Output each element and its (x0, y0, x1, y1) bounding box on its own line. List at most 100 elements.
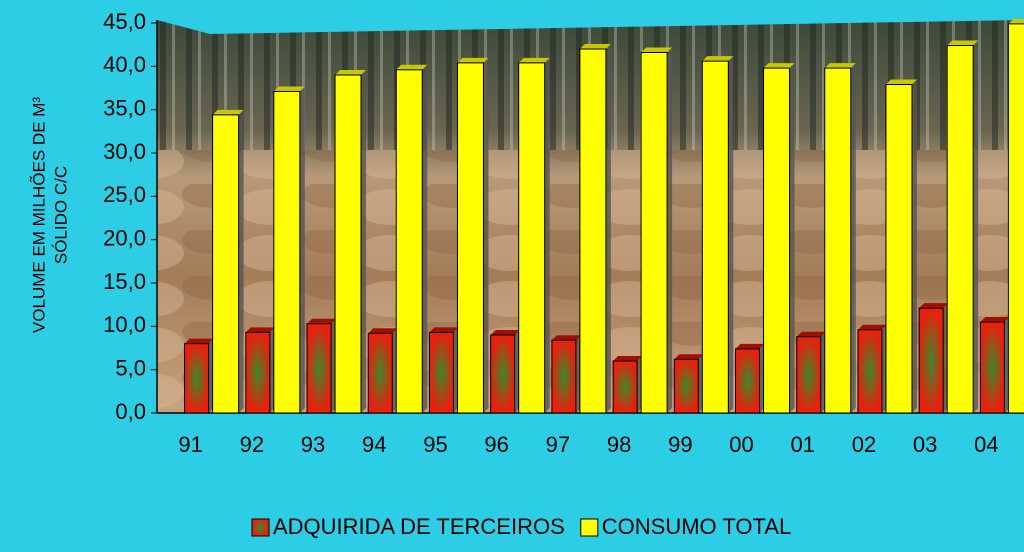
bar-top (947, 40, 979, 46)
y-tick-label: 15,0 (103, 269, 146, 294)
bar-top (368, 328, 398, 334)
y-axis-title: SÓLIDO C/C (51, 166, 70, 264)
bar-top (763, 63, 795, 69)
bar-side (544, 57, 550, 413)
bar (763, 67, 791, 414)
bar-side (728, 56, 734, 414)
bar-top (613, 356, 643, 361)
bar (885, 84, 913, 414)
y-tick-label: 20,0 (103, 225, 146, 250)
bar (428, 331, 454, 414)
bar-top (184, 338, 214, 344)
bar-side (789, 63, 795, 414)
bar (979, 321, 1005, 414)
bar-top (857, 324, 887, 330)
legend: ADQUIRIDA DE TERCEIROS CONSUMO TOTAL (251, 514, 791, 539)
bar-top (490, 330, 520, 335)
bar (1007, 23, 1024, 414)
bar-top (674, 354, 704, 360)
x-tick-label: 92 (240, 432, 264, 457)
x-tick-label: 97 (546, 432, 570, 457)
bar-top (307, 318, 337, 324)
bar-top (551, 335, 581, 341)
bar (273, 90, 301, 414)
bar-side (483, 57, 489, 413)
y-tick-label: 10,0 (103, 312, 146, 337)
bar-top (429, 327, 459, 333)
bar-side (667, 47, 673, 413)
bar-top (919, 303, 949, 309)
x-tick-label: 98 (607, 432, 631, 457)
y-tick-label: 45,0 (103, 9, 146, 34)
legend-swatch (580, 518, 599, 537)
bar-top (702, 56, 734, 62)
bar-top (980, 317, 1010, 322)
x-tick-label: 96 (484, 432, 508, 457)
bar-side (911, 79, 917, 414)
legend-label: ADQUIRIDA DE TERCEIROS (273, 514, 565, 539)
y-tick-label: 0,0 (115, 399, 146, 424)
x-tick-label: 00 (729, 432, 753, 457)
bar-side (361, 70, 367, 413)
bar-top (273, 86, 305, 92)
bar (673, 358, 699, 414)
bar (918, 307, 944, 414)
bar-top (735, 343, 765, 349)
bar (245, 331, 271, 414)
bar (824, 67, 852, 414)
bar-top (245, 327, 275, 333)
bar-side (605, 44, 611, 413)
y-tick-label: 5,0 (115, 355, 146, 380)
bar (212, 114, 240, 414)
bar-side (973, 40, 979, 414)
y-tick-label: 30,0 (103, 139, 146, 164)
bar (456, 62, 484, 414)
bar-top (641, 47, 673, 53)
bar-side (299, 86, 305, 413)
bar-top (457, 57, 489, 63)
x-tick-label: 93 (301, 432, 325, 457)
bar (551, 339, 577, 414)
y-axis-title: VOLUME EM MILHÕES DE M³ (29, 97, 48, 333)
x-tick-label: 94 (362, 432, 386, 457)
x-tick-label: 91 (178, 432, 202, 457)
bar-side (422, 64, 428, 414)
bar (334, 74, 362, 414)
bar (857, 329, 883, 414)
bar-side (850, 63, 856, 414)
bar-top (335, 70, 367, 75)
bar (735, 348, 761, 414)
bar-top (1008, 18, 1024, 24)
bar (518, 62, 546, 414)
bar-top (885, 79, 917, 85)
bar-top (396, 64, 428, 70)
x-tick-label: 03 (913, 432, 937, 457)
y-tick-label: 25,0 (103, 182, 146, 207)
x-tick-label: 99 (668, 432, 692, 457)
x-tick-label: 04 (974, 432, 998, 457)
bar-top (518, 57, 550, 63)
bar (946, 45, 974, 414)
bar-top (579, 44, 611, 49)
bar-top (824, 63, 856, 69)
x-tick-label: 01 (791, 432, 815, 457)
bar (701, 60, 729, 414)
bar (184, 343, 210, 414)
bar (579, 48, 607, 414)
bar (367, 332, 393, 414)
y-tick-label: 35,0 (103, 95, 146, 120)
legend-label: CONSUMO TOTAL (602, 514, 791, 539)
bar (490, 334, 516, 414)
x-tick-label: 95 (423, 432, 447, 457)
bar-side (238, 109, 244, 413)
bar-top (796, 331, 826, 337)
x-tick-label: 02 (852, 432, 876, 457)
bar (306, 323, 332, 414)
bar (640, 51, 668, 414)
bar-top (212, 109, 244, 115)
bar (796, 336, 822, 414)
bar (612, 360, 638, 414)
bar (395, 69, 423, 414)
y-tick-label: 40,0 (103, 52, 146, 77)
